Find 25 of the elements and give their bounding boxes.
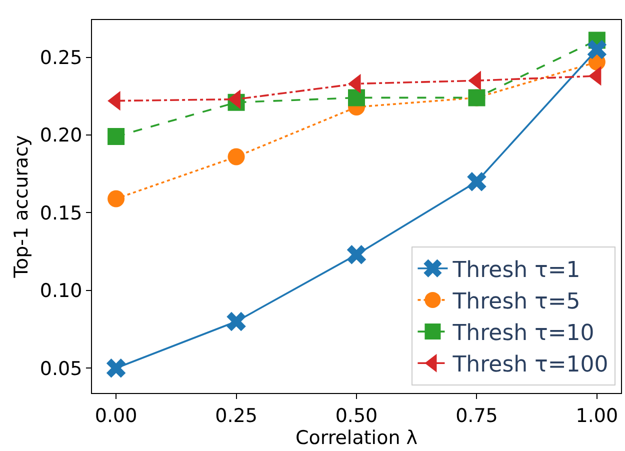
x-tick-label: 0.75 <box>456 404 498 427</box>
point <box>108 128 125 146</box>
point <box>587 40 607 60</box>
y-tick-label: 0.15 <box>40 202 82 224</box>
y-tick-label: 0.25 <box>40 46 82 69</box>
point <box>346 245 366 264</box>
y-tick-label: 0.20 <box>40 124 82 147</box>
x-tick-label: 1.00 <box>576 404 618 427</box>
y-tick-label: 0.10 <box>40 280 82 302</box>
point <box>348 89 365 106</box>
legend-label: Thresh τ=1 <box>452 258 580 283</box>
point <box>108 190 125 208</box>
x-tick-label: 0.50 <box>335 404 378 427</box>
y-axis-title: Top-1 accuracy <box>10 135 33 279</box>
point <box>228 148 245 166</box>
x-axis-title: Correlation λ <box>295 426 418 449</box>
legend-label: Thresh τ=5 <box>452 290 580 315</box>
legend-label: Thresh τ=10 <box>452 321 594 346</box>
point <box>106 358 126 378</box>
legend-label: Thresh τ=100 <box>452 352 608 378</box>
y-tick-label: 0.05 <box>40 358 82 380</box>
x-tick-label: 0.25 <box>215 404 258 427</box>
x-tick-label: 0.00 <box>94 404 138 427</box>
point <box>467 172 486 192</box>
point <box>226 312 246 332</box>
